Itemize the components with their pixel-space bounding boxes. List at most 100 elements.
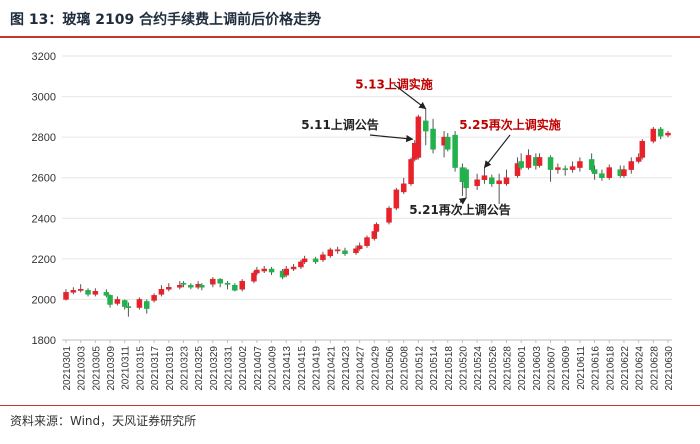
candle [569, 161, 576, 173]
candle-body [536, 157, 543, 166]
x-tick-label: 20210609 [561, 346, 572, 391]
candle [657, 127, 664, 140]
candle-body [251, 272, 257, 282]
candle [312, 256, 319, 264]
candle [158, 285, 165, 297]
x-tick-label: 20210415 [297, 346, 308, 391]
candle [199, 283, 205, 291]
candle-body [232, 284, 238, 291]
candle [445, 133, 451, 152]
candle-body [151, 295, 157, 301]
candle [125, 302, 132, 317]
candle [577, 157, 583, 172]
candle [103, 289, 110, 298]
candle [217, 278, 223, 288]
candle [422, 108, 429, 146]
candle-body [210, 278, 216, 285]
x-tick-label: 20210402 [238, 346, 249, 391]
candle [408, 157, 414, 186]
candle [489, 174, 495, 187]
x-tick-label: 20210514 [429, 346, 440, 391]
candle-body [342, 250, 348, 255]
candle [452, 131, 458, 172]
x-tick-label: 20210607 [547, 346, 558, 391]
x-tick-label: 20210407 [253, 346, 264, 391]
candle [144, 299, 150, 314]
candle [503, 169, 510, 186]
x-tick-label: 20210305 [91, 346, 102, 391]
candle [166, 283, 172, 292]
y-tick-label: 1800 [32, 335, 56, 347]
candle [547, 155, 554, 182]
candle-body [298, 261, 304, 268]
x-tick-label: 20210427 [356, 346, 367, 391]
candle [92, 288, 99, 297]
candle-body [239, 280, 245, 290]
candle [151, 293, 157, 303]
candle [224, 281, 231, 290]
candle-body [474, 179, 480, 187]
annotation-label: 5.13上调实施 [355, 76, 433, 91]
candle [298, 259, 304, 269]
candle-body [327, 249, 334, 257]
x-tick-label: 20210508 [400, 346, 411, 391]
candle-body [591, 169, 598, 174]
candle [239, 279, 245, 292]
candle-body [177, 284, 183, 288]
candle-body [353, 248, 359, 254]
candle-body [199, 284, 205, 288]
candle-body [525, 155, 532, 168]
candle-body [301, 258, 308, 263]
x-tick-label: 20210520 [458, 346, 469, 391]
candle-body [85, 290, 91, 295]
candle-body [518, 161, 524, 168]
x-tick-label: 20210409 [268, 346, 279, 391]
candle [353, 245, 359, 255]
candle-body [588, 159, 595, 170]
candle [136, 297, 143, 310]
candle [400, 177, 407, 194]
candle-body [639, 140, 646, 158]
candle [107, 294, 113, 308]
candle-body [63, 292, 69, 300]
candle-body [224, 282, 231, 285]
candle [85, 288, 91, 297]
candle-body [261, 268, 267, 272]
candle-body [268, 268, 275, 273]
candle-body [400, 183, 407, 193]
annotation-label: 5.21再次上调公告 [409, 202, 511, 217]
candle-body [496, 180, 502, 185]
candle [268, 266, 275, 276]
x-tick-label: 20210628 [649, 346, 660, 391]
annotation-arrow [458, 197, 467, 205]
y-tick-label: 3200 [32, 51, 56, 63]
candle [393, 187, 400, 211]
candle-body [562, 168, 568, 171]
candle-body [254, 269, 260, 274]
candle [290, 263, 297, 272]
source-note: 资料来源：Wind，天风证券研究所 [10, 414, 197, 428]
y-tick-label: 2400 [32, 213, 56, 225]
candle [180, 281, 187, 288]
candle [254, 266, 260, 276]
annotation-arrow [483, 134, 511, 169]
candle [283, 265, 289, 278]
x-tick-label: 20210419 [312, 346, 323, 391]
x-tick-label: 20210622 [620, 346, 631, 391]
x-tick-label: 20210329 [209, 346, 220, 391]
candle [364, 235, 370, 248]
candle [496, 173, 502, 205]
candle-body [364, 237, 370, 246]
y-tick-label: 2600 [32, 173, 56, 185]
candle-body [650, 128, 657, 142]
candle-body [463, 169, 469, 189]
candle [327, 247, 334, 258]
candle [121, 299, 128, 310]
candle-body [125, 306, 132, 308]
candle-body [356, 245, 363, 249]
y-tick-label: 3000 [32, 92, 56, 104]
candle [356, 242, 363, 251]
x-tick-label: 20210616 [591, 346, 602, 391]
candle-body [547, 157, 554, 170]
candle [588, 153, 595, 172]
